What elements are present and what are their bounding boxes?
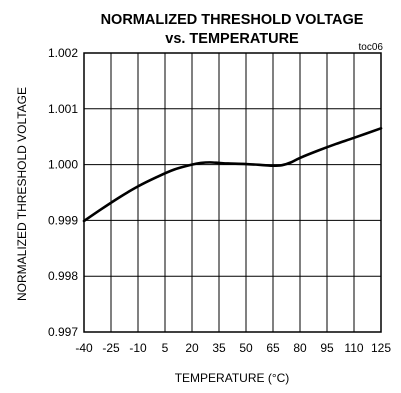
y-axis-label: NORMALIZED THRESHOLD VOLTAGE [15, 87, 29, 301]
x-tick-label: 110 [344, 341, 363, 355]
x-tick-label: 80 [293, 341, 307, 355]
x-tick-label: 35 [212, 341, 226, 355]
x-tick-label: -40 [75, 341, 93, 355]
x-axis-label: TEMPERATURE (°C) [175, 371, 290, 385]
y-tick-label: 0.998 [48, 269, 78, 283]
series-layer [82, 127, 383, 223]
chart-subtitle: vs. TEMPERATURE [165, 31, 299, 47]
series-line [82, 127, 383, 223]
y-tick-label: 0.997 [48, 325, 78, 339]
y-tick-label: 1.002 [48, 46, 78, 60]
x-tick-label: 20 [185, 341, 199, 355]
y-tick-label: 0.999 [48, 213, 78, 227]
chart-title: NORMALIZED THRESHOLD VOLTAGE [101, 12, 364, 28]
plot-frame [83, 52, 382, 333]
x-tick-label: -25 [102, 341, 120, 355]
x-tick-label: 5 [162, 341, 169, 355]
x-tick-label: 50 [239, 341, 253, 355]
x-tick-label: -10 [129, 341, 147, 355]
x-tick-label: 65 [266, 341, 280, 355]
y-tick-label: 1.000 [48, 158, 78, 172]
chart-tag: toc06 [359, 42, 384, 53]
x-tick-label: 95 [320, 341, 334, 355]
x-tick-label: 125 [371, 341, 391, 355]
y-tick-label: 1.001 [48, 102, 78, 116]
tick-labels: -40 -25 -10 5 20 35 50 65 80 95 110 125 0.997 0.998 0.… [48, 46, 391, 355]
